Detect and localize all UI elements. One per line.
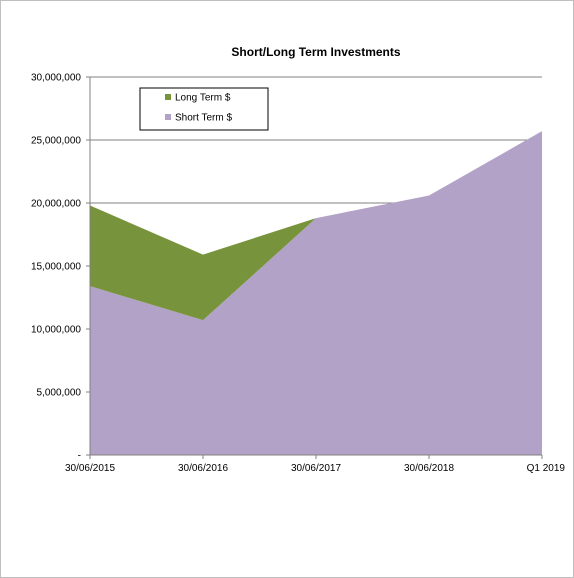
x-tick-label-4: Q1 2019 [527,463,566,474]
y-axis-ticks: - 5,000,000 10,000,000 15,000,000 20,000,000… [31,73,90,462]
legend-swatch-long-term [165,94,171,100]
x-tick-label-2: 30/06/2017 [291,463,341,474]
x-tick-label-0: 30/06/2015 [65,463,115,474]
legend-swatch-short-term [165,114,171,120]
y-tick-label-0: - [78,451,81,462]
y-tick-label-1: 5,000,000 [37,388,82,399]
x-tick-label-1: 30/06/2016 [178,463,228,474]
legend-label-long-term: Long Term $ [175,93,231,104]
y-tick-label-2: 10,000,000 [31,325,81,336]
y-tick-label-6: 30,000,000 [31,73,81,84]
y-tick-label-4: 20,000,000 [31,199,81,210]
y-tick-label-3: 15,000,000 [31,262,81,273]
area-long-term [90,131,542,321]
x-axis-ticks: 30/06/2015 30/06/2016 30/06/2017 30/06/2018… [65,455,565,474]
legend-label-short-term: Short Term $ [175,113,232,124]
x-tick-label-3: 30/06/2018 [404,463,454,474]
chart-title: Short/Long Term Investments [231,45,400,59]
y-tick-label-5: 25,000,000 [31,136,81,147]
area-short-term [90,131,542,455]
legend-box [139,87,269,131]
legend: Long Term $ Short Term $ [139,87,269,131]
area-series [90,131,542,455]
